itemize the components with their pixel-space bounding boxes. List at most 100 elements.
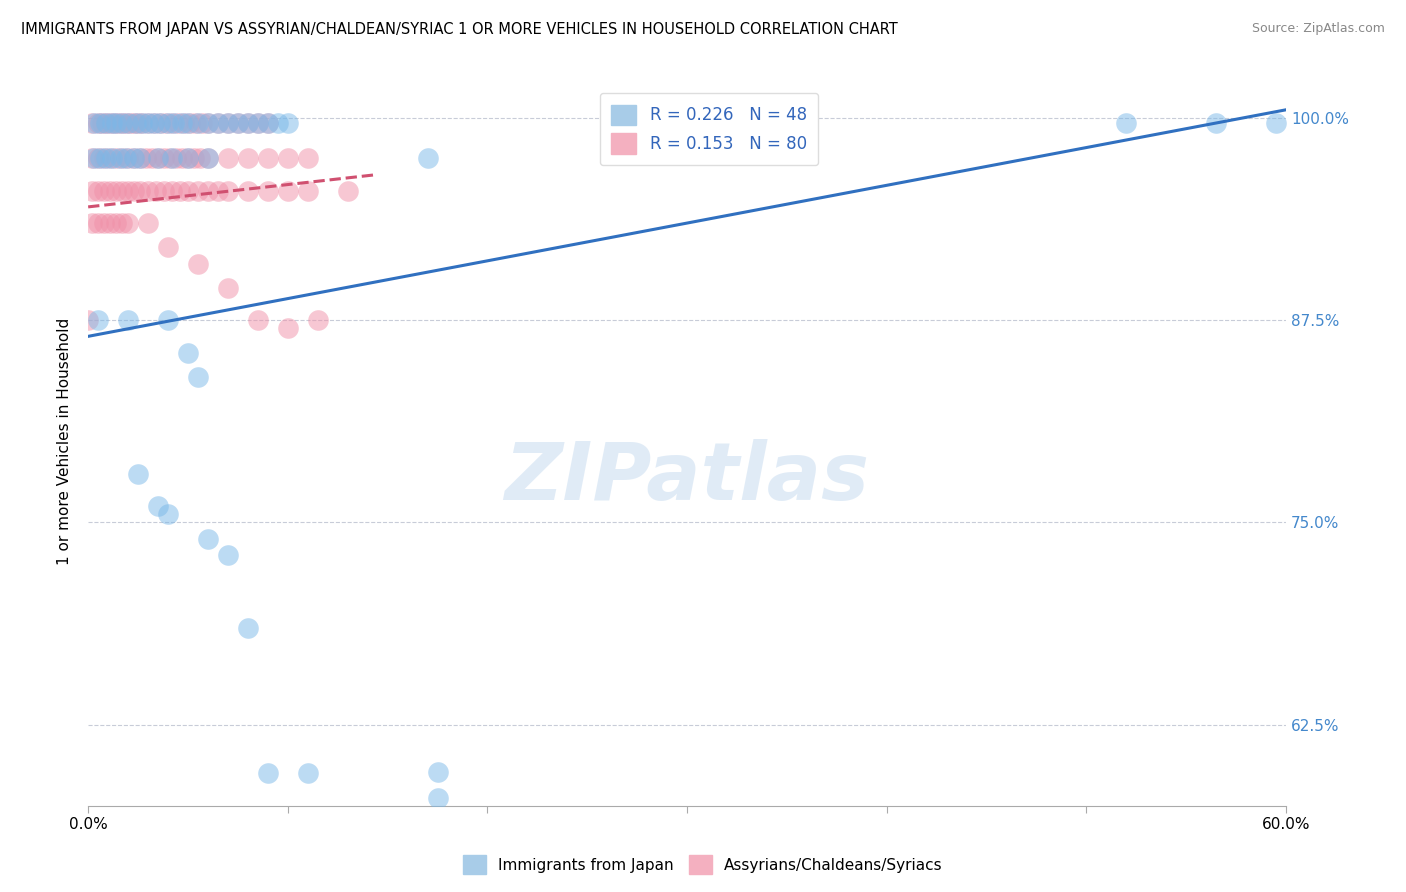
Point	[197, 532, 219, 546]
Point	[117, 313, 139, 327]
Point	[153, 184, 176, 198]
Point	[177, 152, 200, 166]
Text: ZIPatlas: ZIPatlas	[505, 439, 869, 517]
Point	[160, 152, 183, 166]
Point	[179, 116, 201, 130]
Y-axis label: 1 or more Vehicles in Household: 1 or more Vehicles in Household	[58, 318, 72, 566]
Point	[246, 116, 269, 130]
Point	[136, 184, 159, 198]
Point	[163, 116, 186, 130]
Point	[217, 116, 239, 130]
Point	[277, 152, 299, 166]
Point	[131, 116, 153, 130]
Point	[416, 152, 439, 166]
Point	[127, 467, 149, 481]
Point	[120, 116, 142, 130]
Point	[160, 116, 183, 130]
Point	[197, 152, 219, 166]
Point	[87, 184, 110, 198]
Point	[82, 216, 104, 230]
Point	[122, 116, 145, 130]
Point	[716, 116, 738, 130]
Point	[236, 621, 259, 635]
Point	[307, 313, 329, 327]
Point	[83, 116, 105, 130]
Point	[256, 766, 278, 780]
Point	[170, 152, 193, 166]
Point	[188, 152, 211, 166]
Point	[98, 116, 121, 130]
Point	[82, 116, 104, 130]
Point	[82, 184, 104, 198]
Point	[173, 116, 195, 130]
Point	[165, 152, 187, 166]
Point	[149, 116, 172, 130]
Point	[177, 184, 200, 198]
Point	[108, 152, 131, 166]
Point	[89, 116, 111, 130]
Point	[184, 116, 207, 130]
Point	[170, 116, 193, 130]
Point	[155, 116, 177, 130]
Point	[111, 116, 134, 130]
Point	[141, 152, 163, 166]
Point	[169, 184, 191, 198]
Point	[143, 116, 166, 130]
Point	[143, 116, 166, 130]
Point	[136, 116, 159, 130]
Point	[107, 116, 129, 130]
Point	[89, 152, 111, 166]
Point	[1205, 116, 1227, 130]
Point	[187, 256, 209, 270]
Point	[256, 152, 278, 166]
Point	[122, 152, 145, 166]
Point	[115, 116, 138, 130]
Point	[426, 764, 449, 779]
Point	[336, 184, 359, 198]
Point	[187, 116, 209, 130]
Point	[136, 216, 159, 230]
Point	[87, 313, 110, 327]
Point	[98, 152, 121, 166]
Point	[129, 152, 152, 166]
Point	[236, 152, 259, 166]
Point	[236, 184, 259, 198]
Point	[105, 184, 128, 198]
Point	[93, 184, 115, 198]
Point	[256, 184, 278, 198]
Point	[122, 184, 145, 198]
Point	[217, 184, 239, 198]
Legend: R = 0.226   N = 48, R = 0.153   N = 80: R = 0.226 N = 48, R = 0.153 N = 80	[599, 93, 818, 165]
Point	[297, 184, 319, 198]
Point	[145, 184, 167, 198]
Point	[111, 184, 134, 198]
Point	[277, 116, 299, 130]
Point	[426, 790, 449, 805]
Point	[153, 152, 176, 166]
Point	[91, 116, 114, 130]
Point	[267, 116, 290, 130]
Point	[105, 116, 128, 130]
Point	[177, 152, 200, 166]
Point	[217, 152, 239, 166]
Point	[226, 116, 249, 130]
Point	[197, 152, 219, 166]
Point	[177, 116, 200, 130]
Point	[297, 152, 319, 166]
Point	[87, 216, 110, 230]
Point	[105, 216, 128, 230]
Text: Source: ZipAtlas.com: Source: ZipAtlas.com	[1251, 22, 1385, 36]
Point	[217, 548, 239, 562]
Point	[236, 116, 259, 130]
Point	[207, 116, 229, 130]
Point	[103, 116, 125, 130]
Point	[146, 152, 169, 166]
Point	[101, 116, 124, 130]
Point	[93, 216, 115, 230]
Point	[87, 116, 110, 130]
Point	[111, 116, 134, 130]
Point	[183, 152, 205, 166]
Point	[94, 116, 117, 130]
Point	[156, 116, 179, 130]
Point	[93, 152, 115, 166]
